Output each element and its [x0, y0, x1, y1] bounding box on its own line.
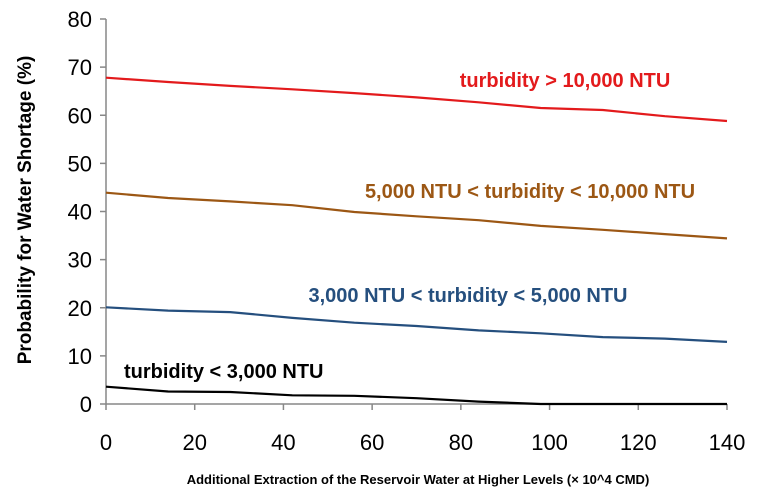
- series-line: [105, 306, 728, 343]
- y-axis-title: Probability for Water Shortage (%): [15, 56, 36, 365]
- series-label: turbidity > 10,000 NTU: [460, 70, 671, 92]
- x-tick-label: 0: [100, 430, 112, 455]
- series-line: [105, 385, 727, 406]
- y-ticks: 0 10 20 30 40 50 60 70 80: [68, 7, 106, 417]
- y-tick-label: 20: [68, 296, 92, 321]
- series-label: 3,000 NTU < turbidity < 5,000 NTU: [309, 285, 628, 307]
- x-tick-label: 80: [449, 430, 473, 455]
- x-ticks: 0 20 40 60 80 100 120 140: [100, 404, 745, 455]
- series-label: turbidity < 3,000 NTU: [124, 361, 324, 383]
- x-tick-label: 60: [360, 430, 384, 455]
- y-tick-label: 30: [68, 248, 92, 273]
- series-label: 5,000 NTU < turbidity < 10,000 NTU: [365, 181, 695, 203]
- y-tick-label: 40: [68, 200, 92, 225]
- x-tick-label: 140: [709, 430, 746, 455]
- series-lines: [105, 76, 728, 406]
- x-tick-label: 20: [182, 430, 206, 455]
- y-tick-label: 10: [68, 344, 92, 369]
- y-tick-label: 60: [68, 103, 92, 128]
- x-tick-label: 40: [271, 430, 295, 455]
- y-tick-label: 80: [68, 7, 92, 32]
- y-tick-label: 0: [80, 392, 92, 417]
- y-tick-label: 50: [68, 151, 92, 176]
- series-line: [105, 191, 728, 240]
- series-labels: turbidity > 10,000 NTU 5,000 NTU < turbid…: [124, 70, 695, 383]
- series-line: [105, 76, 728, 123]
- x-tick-label: 100: [531, 430, 568, 455]
- x-tick-label: 120: [620, 430, 657, 455]
- x-axis-title: Additional Extraction of the Reservoir W…: [187, 472, 650, 487]
- y-tick-label: 70: [68, 55, 92, 80]
